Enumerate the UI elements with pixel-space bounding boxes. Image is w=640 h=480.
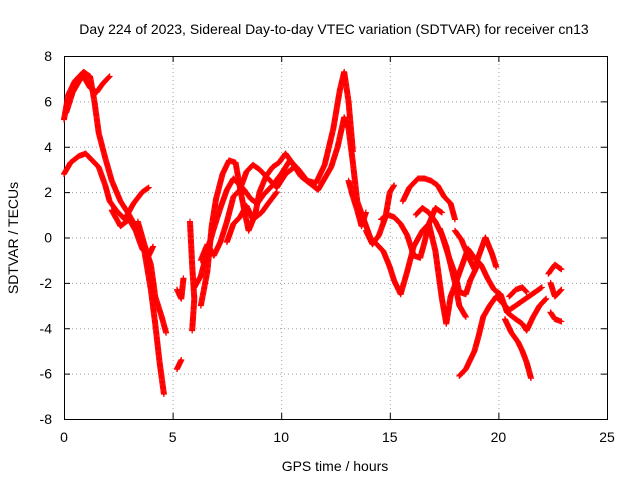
data-point <box>451 216 458 223</box>
x-tick-label: 5 <box>169 429 177 445</box>
data-point <box>273 189 280 196</box>
data-point <box>523 288 530 295</box>
y-axis-label: SDTVAR / TECUs <box>5 182 21 294</box>
data-point <box>493 263 500 270</box>
x-axis-label: GPS time / hours <box>282 458 389 474</box>
data-point <box>558 318 565 325</box>
data-point <box>105 74 112 81</box>
data-point <box>438 209 445 216</box>
data-point <box>163 329 170 336</box>
grid <box>64 56 607 419</box>
data-point <box>557 265 564 272</box>
data-point <box>462 313 469 320</box>
y-tick-label: 2 <box>44 184 52 200</box>
data-point <box>538 284 545 291</box>
data-point <box>390 183 397 190</box>
y-tick-label: -8 <box>40 411 53 427</box>
data-point <box>543 295 550 302</box>
data-point <box>542 296 549 303</box>
data-point <box>145 184 152 191</box>
y-tick-label: 0 <box>44 230 52 246</box>
data-point <box>106 73 113 80</box>
data-point <box>391 182 398 189</box>
data-point <box>437 208 444 215</box>
data-point <box>273 189 280 196</box>
data-point <box>180 275 187 282</box>
data-point <box>557 287 564 294</box>
data-point <box>522 288 529 295</box>
y-tick-label: 8 <box>44 48 52 64</box>
y-tick-label: -4 <box>40 320 53 336</box>
x-tick-label: 10 <box>273 429 289 445</box>
data-point <box>189 327 196 334</box>
data-point <box>291 164 298 171</box>
chart-title: Day 224 of 2023, Sidereal Day-to-day VTE… <box>79 21 589 37</box>
data-point <box>558 266 565 273</box>
data-point <box>144 185 151 192</box>
x-tick-label: 20 <box>491 429 507 445</box>
data-point <box>290 164 297 171</box>
data-point <box>150 243 157 250</box>
data-point <box>558 286 565 293</box>
x-tick-label: 0 <box>60 429 68 445</box>
y-tick-label: 6 <box>44 93 52 109</box>
data-point <box>178 357 185 364</box>
data-point <box>527 375 534 382</box>
data-point <box>537 285 544 292</box>
y-tick-label: -6 <box>40 366 53 382</box>
y-tick-label: 4 <box>44 139 52 155</box>
data-point <box>160 391 167 398</box>
data-marks <box>61 68 565 398</box>
tick-labels: 0 5 10 15 20 25 -8 -6 -4 -2 0 2 4 6 8 <box>40 48 615 445</box>
x-tick-label: 15 <box>382 429 398 445</box>
x-tick-label: 25 <box>599 429 615 445</box>
plot-frame <box>64 56 608 420</box>
data-point <box>349 148 356 155</box>
y-tick-label: -2 <box>40 275 53 291</box>
data-point <box>362 209 369 216</box>
